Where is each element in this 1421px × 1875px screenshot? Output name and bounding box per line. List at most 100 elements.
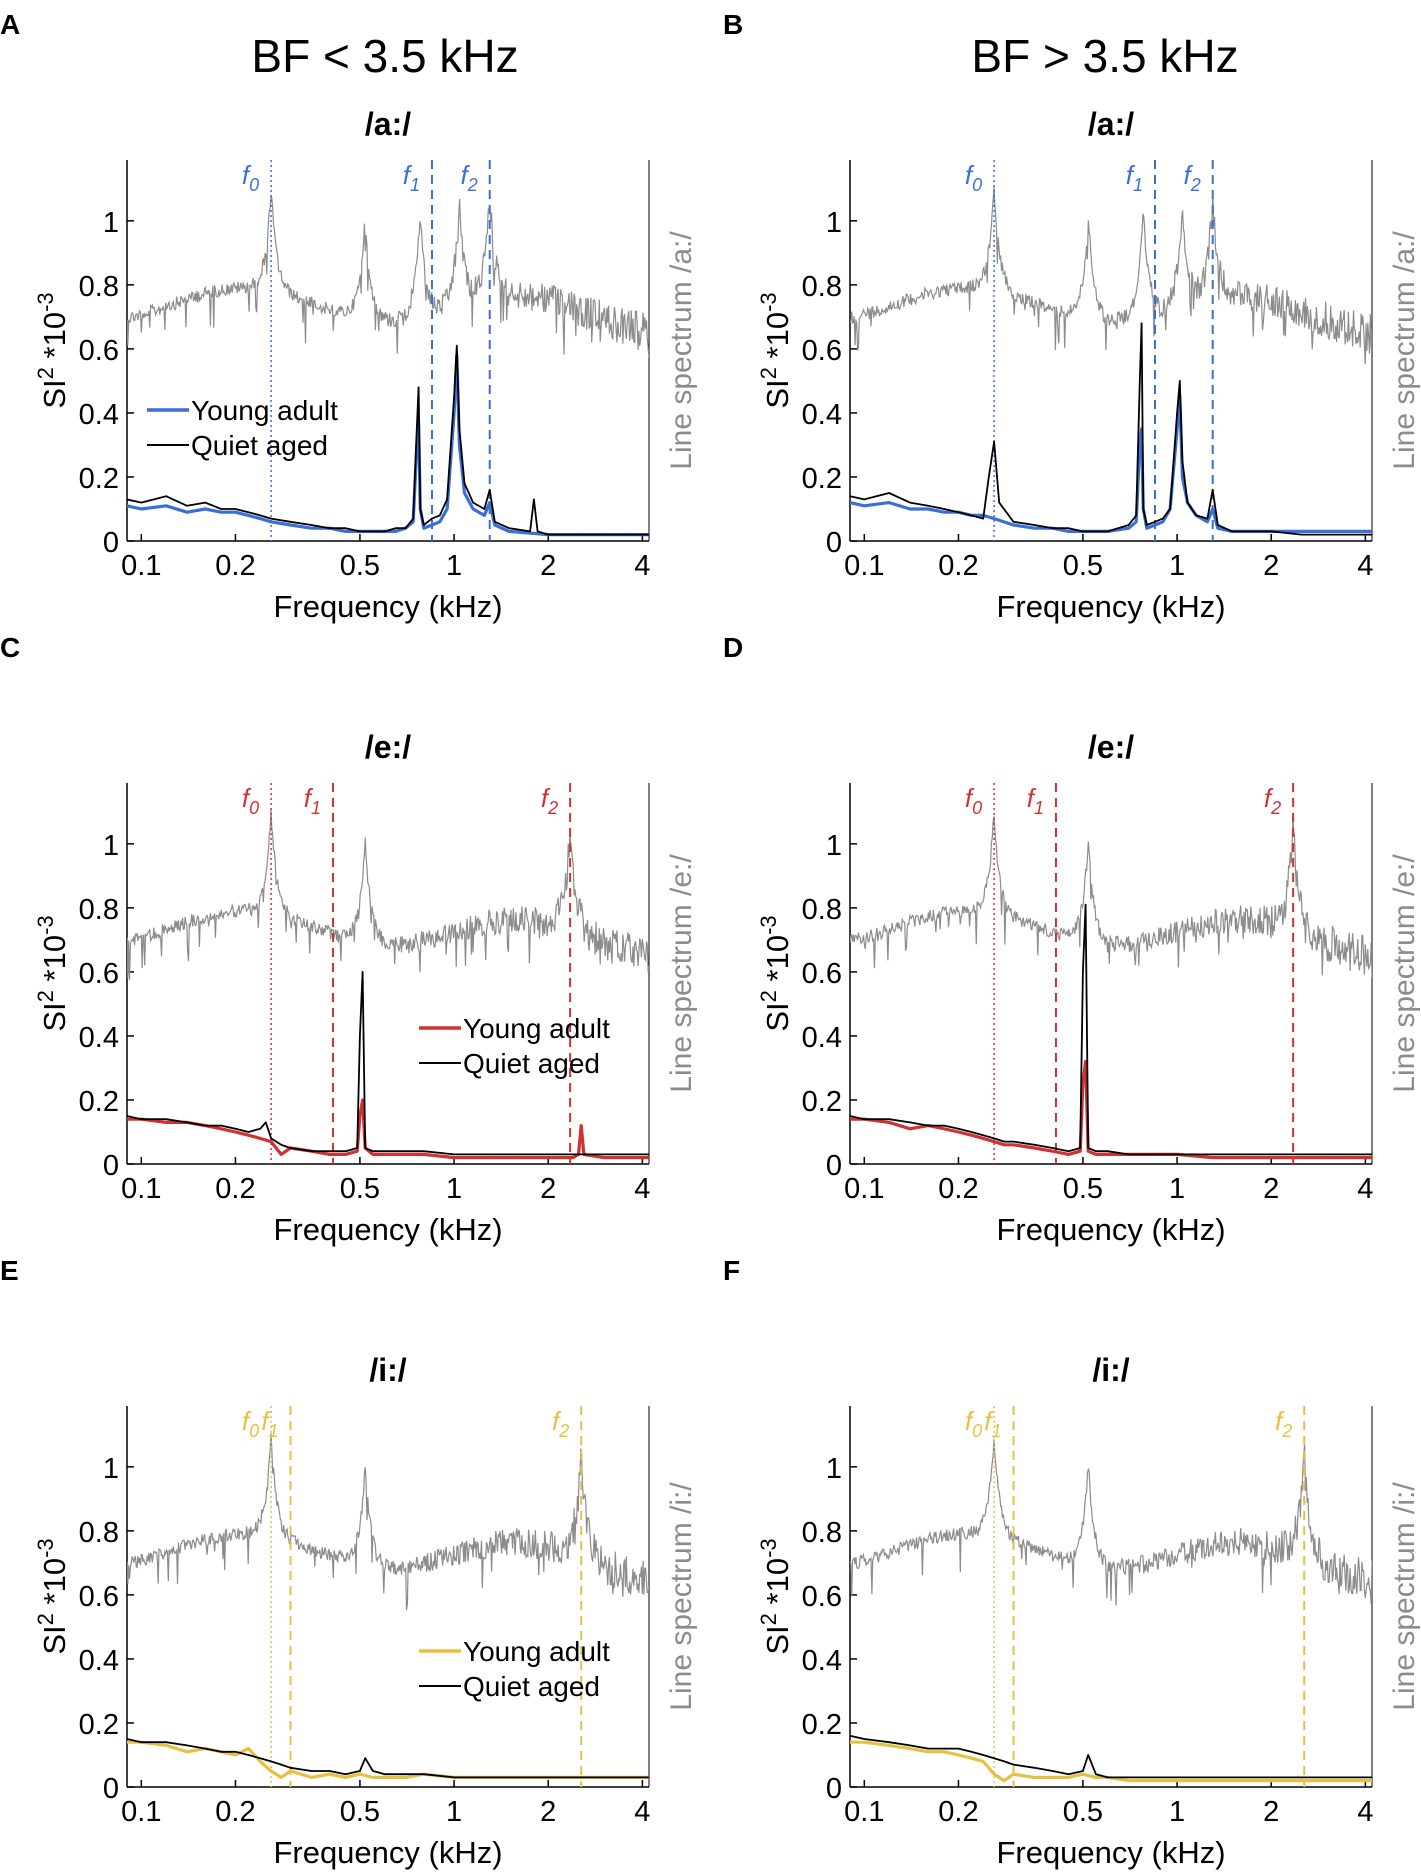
- point-young-adult: [1176, 1779, 1178, 1782]
- panel-f: F/i:/ 0 0.2 0.4 0.6 0.8 1 0.1 0.2 0.5 1 2 4 Frequency…: [723, 1255, 1421, 1870]
- point-quiet-aged: [204, 1124, 206, 1127]
- point-quiet-aged: [648, 1153, 649, 1156]
- y-axis-label-part: SI: [37, 1625, 72, 1654]
- point-quiet-aged: [488, 489, 491, 491]
- y-tick-label: 1: [103, 1453, 119, 1485]
- x-axis-label: Frequency (kHz): [996, 1212, 1225, 1247]
- marker-label-f2: f2: [552, 1406, 569, 1441]
- point-quiet-aged: [404, 1773, 407, 1775]
- x-tick-label: 2: [1263, 1796, 1279, 1828]
- line-spectrum-label: Line spectrum /i:/: [665, 1482, 698, 1711]
- point-quiet-aged: [1106, 530, 1109, 533]
- point-young-adult: [446, 508, 448, 510]
- point-quiet-aged: [1095, 1150, 1097, 1152]
- point-quiet-aged: [1079, 1147, 1081, 1149]
- point-quiet-aged: [1033, 1144, 1036, 1146]
- y-tick-label: 0.2: [802, 1086, 842, 1118]
- y-tick-label: 0.8: [802, 894, 842, 926]
- marker-subscript: 0: [972, 1421, 982, 1441]
- y-tick-label: 0: [826, 1773, 842, 1805]
- panel-letter: F: [723, 1255, 740, 1286]
- point-quiet-aged: [982, 1754, 984, 1756]
- series-quiet-aged: [850, 1734, 1372, 1779]
- line-spectrum-trace: [850, 814, 1372, 978]
- point-quiet-aged: [289, 521, 292, 523]
- point-quiet-aged: [577, 1153, 580, 1156]
- point-young-adult: [1162, 521, 1164, 523]
- point-quiet-aged: [623, 1776, 625, 1779]
- point-quiet-aged: [1082, 530, 1084, 533]
- line-spectrum-trace: [850, 1439, 1372, 1606]
- panel-e: E/i:/ 0 0.2 0.4 0.6 0.8 1 0.1 0.2 0.5 1 2 4 Frequency…: [0, 1255, 698, 1870]
- point-quiet-aged: [247, 1131, 250, 1133]
- y-axis-label-part: *10: [760, 1558, 795, 1613]
- panel-letter: A: [0, 9, 20, 40]
- x-tick-label: 0.2: [938, 550, 978, 582]
- line-spectrum-trace: [127, 195, 649, 358]
- point-quiet-aged: [423, 524, 425, 526]
- x-tick-label: 4: [634, 550, 650, 582]
- point-quiet-aged: [310, 1770, 313, 1772]
- point-quiet-aged: [1371, 533, 1372, 536]
- point-quiet-aged: [1095, 1773, 1097, 1775]
- panel-title: /i:/: [1092, 1352, 1129, 1388]
- panel-letter: C: [0, 632, 20, 663]
- point-quiet-aged: [456, 344, 458, 347]
- point-young-adult: [412, 521, 415, 523]
- y-axis-label-part: 2: [756, 367, 781, 379]
- marker-subscript: 2: [558, 1421, 569, 1441]
- point-quiet-aged: [1106, 1776, 1109, 1779]
- x-tick-label: 0.5: [1063, 1796, 1103, 1828]
- point-quiet-aged: [361, 971, 364, 973]
- point-quiet-aged: [494, 521, 496, 523]
- marker-label-f2: f2: [541, 783, 558, 818]
- y-tick-label: 0.4: [79, 399, 119, 431]
- y-tick-label: 0.2: [79, 1086, 119, 1118]
- point-young-adult: [863, 505, 866, 507]
- marker-label-f0: f0: [965, 160, 982, 195]
- legend-label-young: Young adult: [191, 395, 338, 426]
- point-young-adult: [863, 1741, 866, 1743]
- x-tick-label: 0.2: [938, 1173, 978, 1205]
- x-tick-label: 1: [446, 1173, 462, 1205]
- point-young-adult: [508, 530, 510, 533]
- y-tick-label: 0.8: [79, 271, 119, 303]
- point-quiet-aged: [140, 1741, 143, 1743]
- marker-label-f2: f2: [1275, 1406, 1292, 1441]
- point-young-adult: [1371, 530, 1372, 533]
- point-young-adult: [993, 1773, 995, 1775]
- point-quiet-aged: [909, 1121, 911, 1124]
- point-quiet-aged: [259, 514, 262, 517]
- point-quiet-aged: [404, 1150, 407, 1152]
- point-young-adult: [234, 511, 237, 513]
- point-quiet-aged: [259, 1128, 262, 1130]
- x-tick-label: 2: [540, 1173, 556, 1205]
- series-quiet-aged: [127, 971, 649, 1156]
- point-quiet-aged: [344, 527, 347, 529]
- marker-label-f1: f1: [1027, 783, 1044, 818]
- point-quiet-aged: [1300, 533, 1303, 536]
- point-young-adult: [289, 524, 292, 526]
- point-quiet-aged: [888, 1118, 890, 1120]
- point-young-adult: [1003, 1144, 1005, 1146]
- point-quiet-aged: [547, 1153, 549, 1156]
- point-quiet-aged: [220, 508, 222, 510]
- point-quiet-aged: [458, 428, 461, 430]
- point-quiet-aged: [1211, 1776, 1214, 1779]
- point-quiet-aged: [577, 533, 580, 536]
- point-quiet-aged: [1217, 524, 1219, 526]
- point-young-adult: [165, 505, 167, 507]
- x-tick-label: 4: [634, 1796, 650, 1828]
- point-quiet-aged: [280, 1763, 283, 1766]
- marker-subscript: 2: [1190, 175, 1201, 195]
- y-axis-label-part: -3: [33, 915, 58, 935]
- point-young-adult: [488, 501, 491, 504]
- point-young-adult: [310, 527, 313, 529]
- point-young-adult: [1012, 1144, 1015, 1146]
- point-young-adult: [280, 1776, 283, 1779]
- point-quiet-aged: [547, 1776, 549, 1779]
- point-quiet-aged: [1240, 1153, 1242, 1156]
- point-young-adult: [1051, 1776, 1054, 1779]
- point-quiet-aged: [927, 505, 929, 507]
- marker-subscript: 1: [992, 1421, 1002, 1441]
